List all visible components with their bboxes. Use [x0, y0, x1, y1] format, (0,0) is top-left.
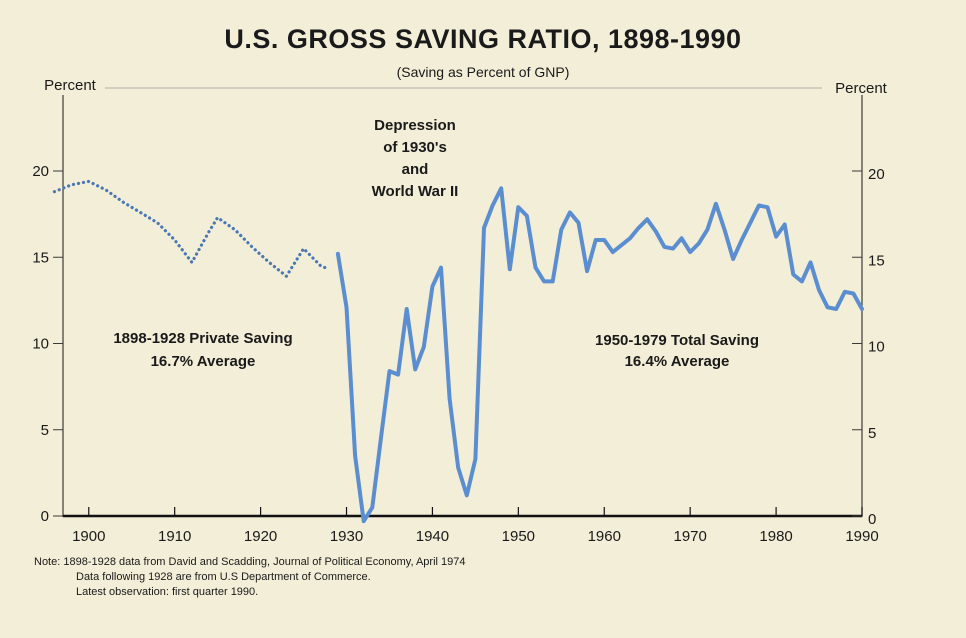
annotation-private-saving: 1898-1928 Private Saving [113, 330, 292, 347]
x-tick-label: 1930 [330, 528, 363, 545]
x-tick-label: 1910 [158, 528, 191, 545]
left-axis-unit: Percent [44, 77, 97, 94]
y-tick-label-right: 20 [868, 166, 885, 183]
note-line-1: Note: 1898-1928 data from David and Scad… [34, 556, 466, 568]
x-tick-label: 1960 [588, 528, 621, 545]
annotation-depression: and [402, 161, 429, 178]
y-tick-label-left: 20 [32, 163, 49, 180]
annotation-private-average: 16.7% Average [151, 353, 256, 370]
right-axis-unit: Percent [835, 80, 888, 97]
annotation-depression: World War II [372, 183, 459, 200]
chart-title: U.S. GROSS SAVING RATIO, 1898-1990 [224, 24, 742, 54]
annotation-total-saving: 1950-1979 Total Saving [595, 332, 759, 349]
y-tick-label-left: 5 [41, 422, 49, 439]
y-tick-label-right: 15 [868, 252, 885, 269]
chart-note: Note: 1898-1928 data from David and Scad… [34, 555, 466, 600]
x-tick-label: 1950 [502, 528, 535, 545]
y-tick-label-right: 0 [868, 511, 876, 528]
y-tick-label-right: 10 [868, 339, 885, 356]
x-tick-label: 1920 [244, 528, 277, 545]
x-tick-label: 1990 [845, 528, 878, 545]
note-line-2: Data following 1928 are from U.S Departm… [76, 571, 371, 583]
private-saving-line [52, 179, 331, 278]
y-tick-label-right: 5 [868, 425, 876, 442]
chart-subtitle: (Saving as Percent of GNP) [396, 64, 570, 80]
annotation-depression: Depression [374, 117, 456, 134]
x-tick-label: 1900 [72, 528, 105, 545]
x-tick-label: 1970 [673, 528, 706, 545]
x-tick-label: 1980 [759, 528, 792, 545]
annotation-total-average: 16.4% Average [625, 353, 730, 370]
annotation-depression: of 1930's [383, 139, 447, 156]
note-line-3: Latest observation: first quarter 1990. [76, 586, 259, 598]
y-tick-label-left: 0 [41, 508, 49, 525]
y-tick-label-left: 10 [32, 336, 49, 353]
x-tick-label: 1940 [416, 528, 449, 545]
y-tick-label-left: 15 [32, 249, 49, 266]
total-saving-line [335, 186, 864, 524]
